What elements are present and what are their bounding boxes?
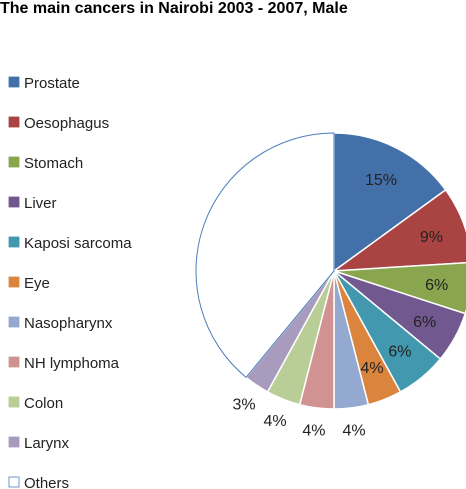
slice-label-oesophagus: 9% [420,229,443,246]
slice-label-colon: 4% [264,413,287,430]
legend-swatch-others [8,476,20,488]
slice-label-nasopharynx: 4% [342,423,365,440]
legend-label-nh-lymphoma: NH lymphoma [24,355,120,372]
legend-label-prostate: Prostate [24,75,80,92]
legend-label-kaposi-sarcoma: Kaposi sarcoma [24,235,132,252]
slice-label-prostate: 15% [365,172,397,189]
legend-label-others: Others [24,475,69,489]
pie-slice-prostate [333,132,447,273]
pie-slice-oesophagus [331,188,466,272]
legend: Prostate Oesophagus Stomach Liver Kaposi sar… [8,75,132,489]
legend-label-nasopharynx: Nasopharynx [24,315,113,332]
slice-label-eye: 4% [361,360,384,377]
legend-label-larynx: Larynx [24,435,70,452]
slice-label-liver: 6% [413,314,436,331]
legend-swatch-larynx [8,436,20,448]
pie-slice-others [195,132,335,379]
slice-label-larynx: 3% [233,396,256,413]
legend-swatch-stomach [8,156,20,168]
slice-label-nh-lymphoma: 4% [302,423,325,440]
chart-title: The main cancers in Nairobi 2003 - 2007,… [0,0,348,17]
legend-swatch-prostate [8,76,20,88]
legend-swatch-eye [8,276,20,288]
legend-swatch-nh-lymphoma [8,356,20,368]
slice-label-stomach: 6% [425,277,448,294]
legend-label-liver: Liver [24,195,57,212]
legend-label-stomach: Stomach [24,155,83,172]
legend-swatch-kaposi-sarcoma [8,236,20,248]
legend-swatch-nasopharynx [8,316,20,328]
slice-label-kaposi-sarcoma: 6% [388,344,411,361]
slice-labels: 15%9%6%6%6%4%4%4%4%3% [233,172,449,440]
legend-swatch-colon [8,396,20,408]
legend-label-colon: Colon [24,395,63,412]
legend-swatch-oesophagus [8,116,20,128]
legend-label-eye: Eye [24,275,50,292]
pie-slices [195,132,466,410]
legend-swatch-liver [8,196,20,208]
legend-label-oesophagus: Oesophagus [24,115,109,132]
